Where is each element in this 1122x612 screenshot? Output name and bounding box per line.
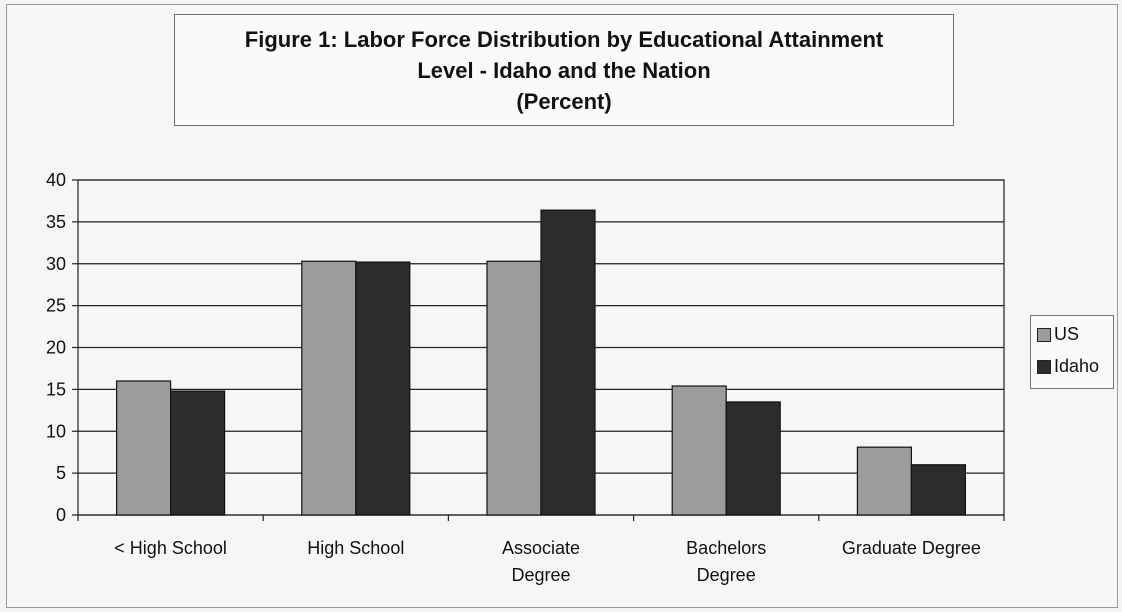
chart-title-line-2: Level - Idaho and the Nation xyxy=(417,57,711,83)
bar-us xyxy=(301,260,357,516)
legend-swatch-us xyxy=(1037,327,1051,342)
legend-item-us: US xyxy=(1037,324,1079,345)
bar-idaho xyxy=(725,401,781,516)
y-tick-label: 5 xyxy=(56,463,66,483)
x-tick-label: Bachelors xyxy=(686,538,766,558)
legend-swatch-idaho xyxy=(1037,359,1051,374)
x-tick-label: < High School xyxy=(114,538,227,558)
bar-us xyxy=(115,380,172,516)
bar-us xyxy=(486,260,542,516)
y-tick-label: 10 xyxy=(46,421,66,441)
x-tick-label: Degree xyxy=(511,565,570,585)
chart-title-box: Figure 1: Labor Force Distribution by Ed… xyxy=(174,14,954,126)
bar-idaho xyxy=(910,464,967,516)
chart-title-line-3: (Percent) xyxy=(516,88,612,114)
chart-title-line-1: Figure 1: Labor Force Distribution by Ed… xyxy=(244,26,884,52)
bar-idaho xyxy=(540,209,596,516)
chart-legend: US Idaho xyxy=(1030,315,1114,389)
y-tick-label: 35 xyxy=(46,212,66,232)
bar-us xyxy=(856,446,913,516)
y-tick-label: 20 xyxy=(46,338,66,358)
y-tick-label: 15 xyxy=(46,379,66,399)
bar-idaho xyxy=(355,261,411,516)
x-tick-label: High School xyxy=(307,538,404,558)
bar-idaho xyxy=(170,390,226,516)
x-tick-label: Degree xyxy=(697,565,756,585)
x-tick-label: Associate xyxy=(502,538,580,558)
y-tick-label: 40 xyxy=(46,170,66,190)
legend-label-us: US xyxy=(1054,324,1080,344)
bar-us xyxy=(671,385,727,516)
x-tick-label: Graduate Degree xyxy=(842,538,981,558)
y-tick-label: 25 xyxy=(46,296,66,316)
y-tick-label: 0 xyxy=(56,505,66,525)
axes xyxy=(72,179,1005,521)
bars xyxy=(115,209,967,516)
legend-label-idaho: Idaho xyxy=(1054,356,1100,376)
y-tick-label: 30 xyxy=(46,254,66,274)
legend-item-idaho: Idaho xyxy=(1037,356,1099,377)
axis-labels: 0 5 10 15 20 25 30 35 40 < High School High School… xyxy=(46,170,981,585)
